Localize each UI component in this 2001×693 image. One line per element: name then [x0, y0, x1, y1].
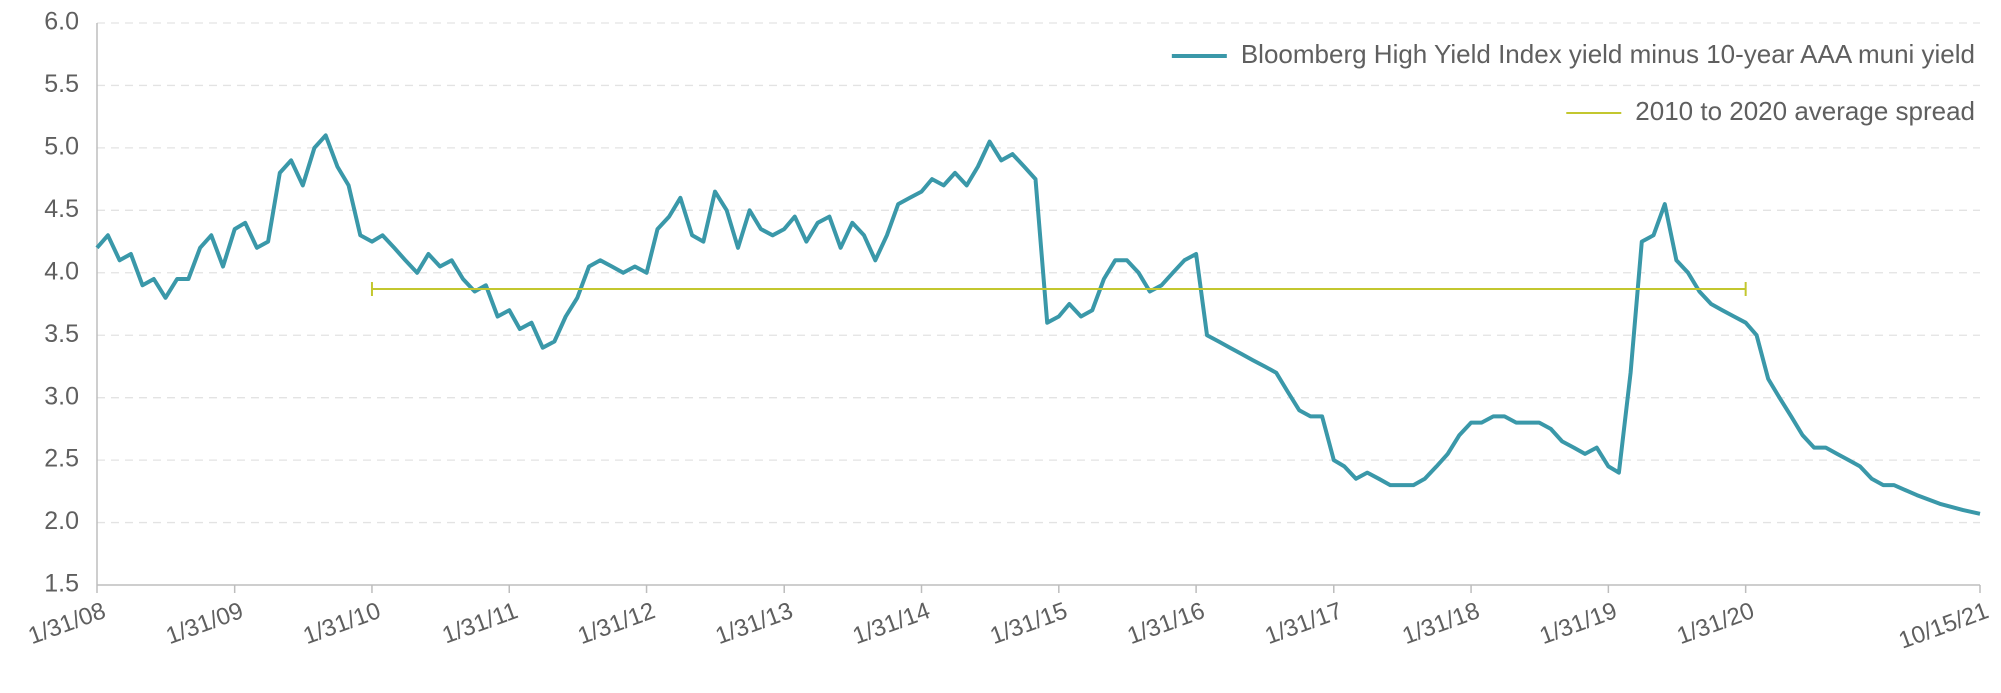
y-tick-label: 5.5	[44, 70, 79, 98]
x-tick-label: 1/31/08	[25, 597, 109, 650]
x-tick-label: 1/31/11	[439, 597, 522, 649]
legend-label: Bloomberg High Yield Index yield minus 1…	[1241, 39, 1975, 69]
y-tick-label: 5.0	[44, 132, 79, 160]
y-tick-label: 4.5	[44, 195, 79, 223]
x-tick-label: 1/31/14	[849, 597, 933, 650]
x-tick-label: 1/31/15	[987, 597, 1071, 650]
x-tick-label: 1/31/20	[1673, 597, 1757, 650]
x-tick-label: 1/31/13	[712, 597, 796, 650]
y-tick-label: 4.0	[44, 257, 79, 285]
x-tick-label: 1/31/10	[300, 597, 384, 650]
y-tick-label: 2.5	[44, 445, 79, 473]
y-tick-label: 2.0	[44, 507, 79, 535]
x-tick-label: 1/31/16	[1124, 597, 1208, 650]
data-line	[95, 133, 1981, 516]
y-tick-label: 1.5	[44, 570, 79, 598]
x-tick-label: 10/15/21	[1895, 597, 1992, 654]
y-tick-label: 3.5	[44, 320, 79, 348]
x-tick-label: 1/31/12	[574, 597, 658, 650]
legend-label: 2010 to 2020 average spread	[1635, 96, 1975, 126]
x-tick-label: 1/31/18	[1399, 597, 1483, 650]
x-tick-label: 1/31/19	[1536, 597, 1620, 650]
y-tick-label: 6.0	[44, 8, 79, 36]
x-tick-label: 1/31/09	[162, 597, 246, 650]
y-tick-label: 3.0	[44, 382, 79, 410]
x-tick-label: 1/31/17	[1262, 597, 1346, 650]
